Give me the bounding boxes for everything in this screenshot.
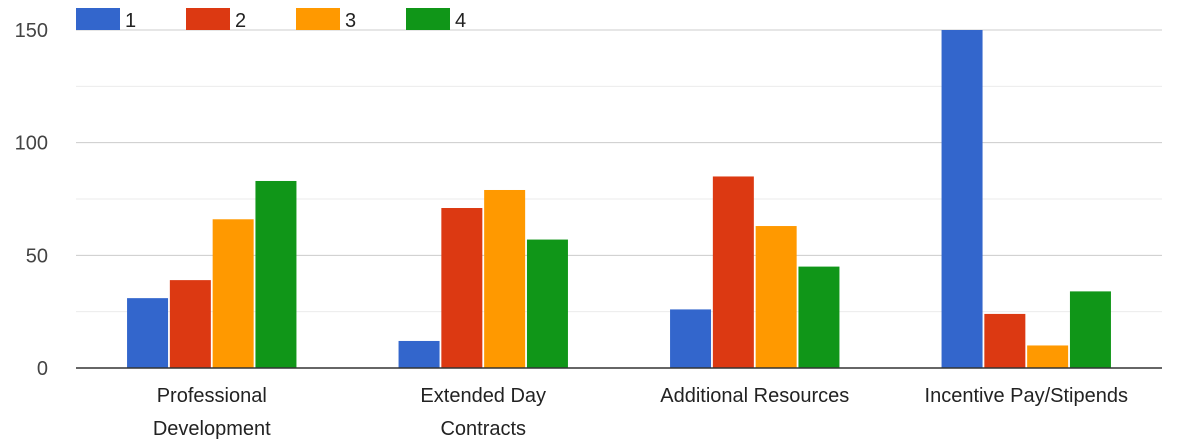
legend-swatch-2	[186, 8, 230, 30]
x-category-label: Extended Day Contracts	[420, 385, 546, 440]
bar-series-3-category-3	[755, 226, 797, 368]
legend-label-2: 2	[235, 10, 246, 32]
legend-swatch-4	[406, 8, 450, 30]
bar-series-4-category-1	[255, 180, 297, 368]
bars	[127, 30, 1111, 368]
y-tick-label: 150	[15, 20, 48, 42]
bar-series-3-category-1	[212, 219, 254, 368]
x-category-label: Incentive Pay/Stipends	[925, 385, 1128, 407]
bar-series-2-category-2	[441, 208, 483, 368]
y-tick-label: 50	[26, 245, 48, 267]
x-category-label: Professional Development	[153, 385, 271, 440]
legend-swatch-3	[296, 8, 340, 30]
y-tick-label: 0	[37, 358, 48, 380]
legend-label-1: 1	[125, 10, 136, 32]
bar-series-3-category-4	[1027, 345, 1069, 368]
bar-series-1-category-1	[127, 298, 169, 368]
legend: 1 2 3 4	[76, 8, 466, 32]
bar-series-4-category-4	[1069, 291, 1111, 368]
y-axis-ticks: 0 50 100 150	[15, 20, 48, 380]
bar-series-2-category-4	[984, 313, 1026, 368]
bar-series-4-category-2	[526, 239, 568, 368]
bar-series-2-category-1	[169, 280, 211, 368]
bar-series-1-category-3	[670, 309, 712, 368]
legend-swatch-1	[76, 8, 120, 30]
x-category-label: Additional Resources	[660, 385, 849, 407]
bar-series-4-category-3	[798, 266, 840, 368]
legend-label-4: 4	[455, 10, 466, 32]
legend-label-3: 3	[345, 10, 356, 32]
x-axis-labels: Professional Development Extended Day Contr…	[153, 385, 1128, 440]
bar-series-3-category-2	[484, 189, 526, 368]
bar-series-2-category-3	[712, 176, 754, 368]
bar-series-1-category-2	[398, 340, 440, 368]
bar-series-1-category-4	[941, 30, 983, 368]
y-tick-label: 100	[15, 133, 48, 155]
